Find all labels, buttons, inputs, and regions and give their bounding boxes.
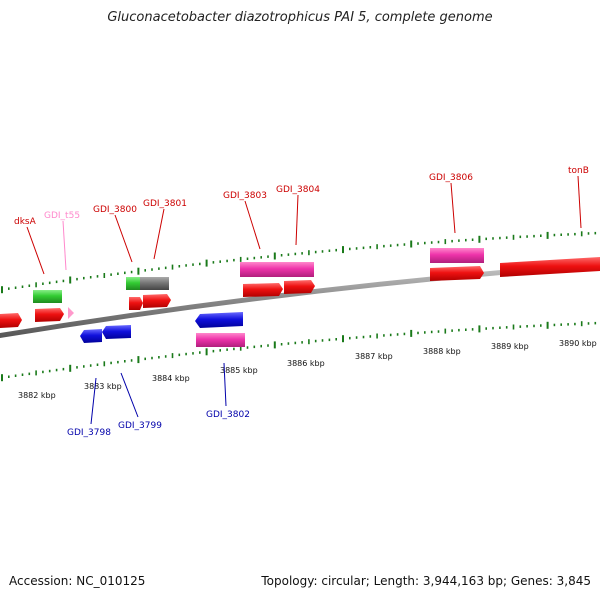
kbp-label: 3888 kbp <box>423 347 461 356</box>
cds-gdi-3802[interactable] <box>195 312 243 328</box>
forward-lane-outer <box>33 248 600 303</box>
rna-feature-reverse[interactable] <box>196 333 245 347</box>
kbp-label: 3890 kbp <box>559 339 597 348</box>
rna-feature[interactable] <box>240 262 314 277</box>
kbp-label: 3882 kbp <box>18 391 56 400</box>
cds-gdi-3799[interactable] <box>102 325 131 339</box>
kbp-label: 3889 kbp <box>491 342 529 351</box>
pseudogene-segment <box>126 277 140 290</box>
leader-gdi-3802 <box>223 362 227 407</box>
outer-tick-row <box>1 231 597 294</box>
gene-label-gdi-t55[interactable]: GDI_t55 <box>44 211 80 221</box>
cds-gdi-3804[interactable] <box>284 280 315 294</box>
cds-gdi-3798[interactable] <box>80 329 102 343</box>
cds-tonb[interactable] <box>500 257 600 277</box>
map-title: Gluconacetobacter diazotrophicus PAI 5, … <box>107 10 493 25</box>
genome-summary-text: Topology: circular; Length: 3,944,163 bp… <box>261 574 591 588</box>
leader-gdi-t55 <box>62 220 67 271</box>
kbp-label: 3883 kbp <box>84 382 122 391</box>
gene-label-gdi-3799[interactable]: GDI_3799 <box>118 421 162 431</box>
kbp-label: 3885 kbp <box>220 366 258 375</box>
reverse-lane <box>80 312 245 347</box>
leader-gdi-3801 <box>153 208 165 260</box>
leader-dksa <box>26 226 45 275</box>
kbp-label: 3887 kbp <box>355 352 393 361</box>
leader-gdi-3806 <box>450 182 456 234</box>
leader-gdi-3798 <box>90 377 97 425</box>
leader-gdi-3800 <box>114 214 133 263</box>
cds-gdi-3801[interactable] <box>143 294 171 308</box>
gene-label-gdi-3806[interactable]: GDI_3806 <box>429 173 473 183</box>
accession-text: Accession: NC_010125 <box>9 574 146 588</box>
gene-label-gdi-3798[interactable]: GDI_3798 <box>67 428 111 438</box>
gene-label-gdi-3804[interactable]: GDI_3804 <box>276 185 320 195</box>
leader-gdi-3804 <box>295 194 299 246</box>
cds-arrow[interactable] <box>0 313 22 328</box>
gene-label-dksa[interactable]: dksA <box>14 217 37 227</box>
gene-label-gdi-3802[interactable]: GDI_3802 <box>206 410 250 420</box>
gene-label-gdi-3803[interactable]: GDI_3803 <box>223 191 267 201</box>
gene-label-gdi-3801[interactable]: GDI_3801 <box>143 199 187 209</box>
forward-lane-inner <box>0 266 484 328</box>
gene-label-gdi-3800[interactable]: GDI_3800 <box>93 205 137 215</box>
kbp-label: 3886 kbp <box>287 359 325 368</box>
inner-tick-row <box>1 321 597 382</box>
leader-tonb <box>577 175 582 229</box>
rna-feature[interactable] <box>430 248 484 263</box>
leader-gdi-3799 <box>120 372 139 418</box>
gene-label-tonb[interactable]: tonB <box>568 166 589 176</box>
kbp-label: 3884 kbp <box>152 374 190 383</box>
cds-gdi-3800[interactable] <box>129 297 143 310</box>
cds-gdi-3803[interactable] <box>243 283 283 297</box>
kbp-scale: 3882 kbp 3883 kbp 3884 kbp 3885 kbp 3886… <box>18 339 597 400</box>
trna-marker[interactable] <box>68 307 74 319</box>
cds-dksa[interactable] <box>35 308 64 322</box>
leader-gdi-3803 <box>244 200 261 250</box>
trna-feature[interactable] <box>33 290 62 303</box>
gene-labels: dksA GDI_t55 GDI_3800 GDI_3801 GDI_3803 … <box>14 166 589 438</box>
leader-lines <box>26 175 582 425</box>
cds-gdi-3806[interactable] <box>430 266 484 281</box>
